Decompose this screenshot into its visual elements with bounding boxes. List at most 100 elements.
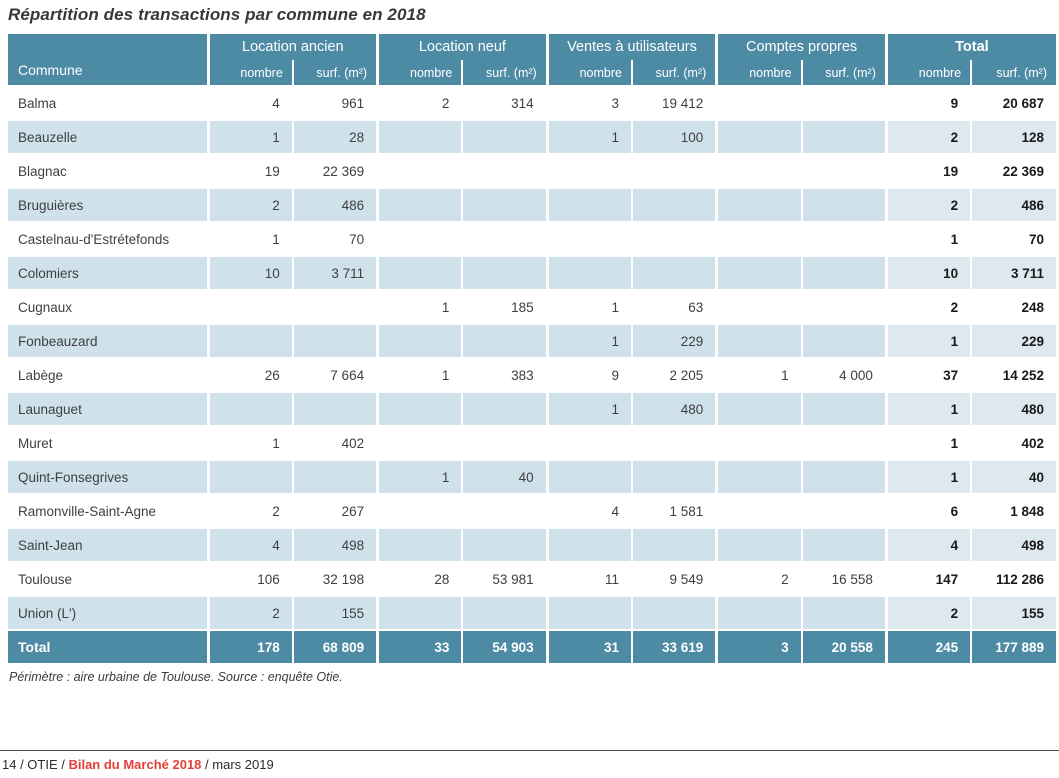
commune-cell: Muret bbox=[8, 425, 208, 460]
value-cell bbox=[715, 221, 802, 256]
subheader-surface: surf. (m²) bbox=[630, 60, 717, 86]
page-title: Répartition des transactions par commune… bbox=[8, 5, 426, 24]
value-cell bbox=[715, 459, 802, 494]
commune-cell: Castelnau-d'Estrétefonds bbox=[8, 221, 208, 256]
value-cell bbox=[461, 595, 548, 630]
total-value-cell: 1 848 bbox=[970, 493, 1056, 528]
value-cell: 2 bbox=[206, 595, 293, 630]
group-header-location-neuf: Location neuf bbox=[376, 34, 548, 60]
value-cell bbox=[800, 595, 887, 630]
total-value-cell: 14 252 bbox=[970, 357, 1056, 392]
total-value-cell: 486 bbox=[970, 187, 1056, 222]
total-value-cell: 402 bbox=[970, 425, 1056, 460]
value-cell: 32 198 bbox=[291, 561, 378, 596]
subheader-nombre: nombre bbox=[376, 60, 463, 86]
total-value-cell: 128 bbox=[970, 119, 1056, 154]
value-cell bbox=[461, 119, 548, 154]
value-cell: 2 bbox=[206, 187, 293, 222]
value-cell: 16 558 bbox=[800, 561, 887, 596]
table-footnote: Périmètre : aire urbaine de Toulouse. So… bbox=[9, 670, 343, 684]
value-cell bbox=[715, 595, 802, 630]
value-cell bbox=[800, 153, 887, 188]
value-cell: 1 581 bbox=[630, 493, 717, 528]
value-cell: 480 bbox=[630, 391, 717, 426]
value-cell: 1 bbox=[206, 425, 293, 460]
total-value-cell: 480 bbox=[970, 391, 1056, 426]
table-body: Balma 4 961 2 314 3 19 412 9 20 687 Beauzelle 1 28 1… bbox=[8, 85, 1056, 663]
value-cell bbox=[376, 255, 463, 290]
value-cell bbox=[800, 187, 887, 222]
group-header-row: Commune Location ancien Location neuf Ve… bbox=[8, 34, 1056, 86]
table-row: Union (L') 2 155 2 155 bbox=[8, 595, 1056, 630]
total-value-cell: 2 bbox=[884, 289, 972, 324]
commune-cell: Bruguières bbox=[8, 187, 208, 222]
table-header: Commune Location ancien Location neuf Ve… bbox=[8, 34, 1056, 86]
value-cell bbox=[800, 425, 887, 460]
table-row: Bruguières 2 486 2 486 bbox=[8, 187, 1056, 222]
value-cell: 1 bbox=[715, 357, 802, 392]
value-cell: 4 bbox=[206, 527, 293, 562]
total-row-value-cell: 177 889 bbox=[970, 629, 1056, 663]
value-cell bbox=[630, 221, 717, 256]
total-value-cell: 229 bbox=[970, 323, 1056, 358]
total-value-cell: 2 bbox=[884, 119, 972, 154]
value-cell bbox=[630, 459, 717, 494]
value-cell: 11 bbox=[545, 561, 632, 596]
value-cell bbox=[206, 459, 293, 494]
total-row-value-cell: 31 bbox=[545, 629, 632, 663]
total-value-cell: 1 bbox=[884, 459, 972, 494]
value-cell bbox=[376, 425, 463, 460]
transactions-table: Commune Location ancien Location neuf Ve… bbox=[8, 34, 1056, 663]
group-header-comptes-propres: Comptes propres bbox=[715, 34, 887, 60]
total-value-cell: 70 bbox=[970, 221, 1056, 256]
commune-cell: Cugnaux bbox=[8, 289, 208, 324]
value-cell bbox=[800, 85, 887, 120]
commune-cell: Colomiers bbox=[8, 255, 208, 290]
value-cell bbox=[376, 527, 463, 562]
total-row-value-cell: 20 558 bbox=[800, 629, 887, 663]
subheader-surface: surf. (m²) bbox=[800, 60, 887, 86]
value-cell bbox=[376, 391, 463, 426]
subheader-nombre: nombre bbox=[884, 60, 972, 86]
value-cell bbox=[206, 289, 293, 324]
value-cell: 1 bbox=[376, 357, 463, 392]
commune-cell: Balma bbox=[8, 85, 208, 120]
value-cell bbox=[800, 323, 887, 358]
value-cell: 28 bbox=[291, 119, 378, 154]
page-footer: 14 / OTIE / Bilan du Marché 2018 / mars … bbox=[0, 750, 1059, 772]
commune-cell: Toulouse bbox=[8, 561, 208, 596]
value-cell: 1 bbox=[206, 119, 293, 154]
value-cell: 2 bbox=[715, 561, 802, 596]
value-cell bbox=[461, 323, 548, 358]
value-cell bbox=[461, 493, 548, 528]
value-cell bbox=[376, 153, 463, 188]
value-cell: 486 bbox=[291, 187, 378, 222]
total-row-label: Total bbox=[8, 629, 208, 663]
value-cell: 4 bbox=[206, 85, 293, 120]
footer-left-text: 14 / OTIE / bbox=[2, 757, 69, 772]
value-cell bbox=[800, 289, 887, 324]
value-cell: 267 bbox=[291, 493, 378, 528]
total-row-value-cell: 33 bbox=[376, 629, 463, 663]
value-cell: 1 bbox=[545, 391, 632, 426]
total-value-cell: 112 286 bbox=[970, 561, 1056, 596]
total-value-cell: 10 bbox=[884, 255, 972, 290]
value-cell bbox=[291, 323, 378, 358]
value-cell bbox=[715, 119, 802, 154]
value-cell bbox=[715, 85, 802, 120]
total-row-value-cell: 68 809 bbox=[291, 629, 378, 663]
value-cell bbox=[461, 425, 548, 460]
total-value-cell: 3 711 bbox=[970, 255, 1056, 290]
total-value-cell: 22 369 bbox=[970, 153, 1056, 188]
footer-right-text: / mars 2019 bbox=[201, 757, 274, 772]
total-row-value-cell: 33 619 bbox=[630, 629, 717, 663]
value-cell: 2 205 bbox=[630, 357, 717, 392]
commune-column-header: Commune bbox=[8, 34, 208, 86]
value-cell bbox=[630, 425, 717, 460]
value-cell bbox=[715, 493, 802, 528]
total-value-cell: 2 bbox=[884, 187, 972, 222]
value-cell bbox=[291, 289, 378, 324]
value-cell bbox=[630, 255, 717, 290]
value-cell: 28 bbox=[376, 561, 463, 596]
total-row-value-cell: 178 bbox=[206, 629, 293, 663]
